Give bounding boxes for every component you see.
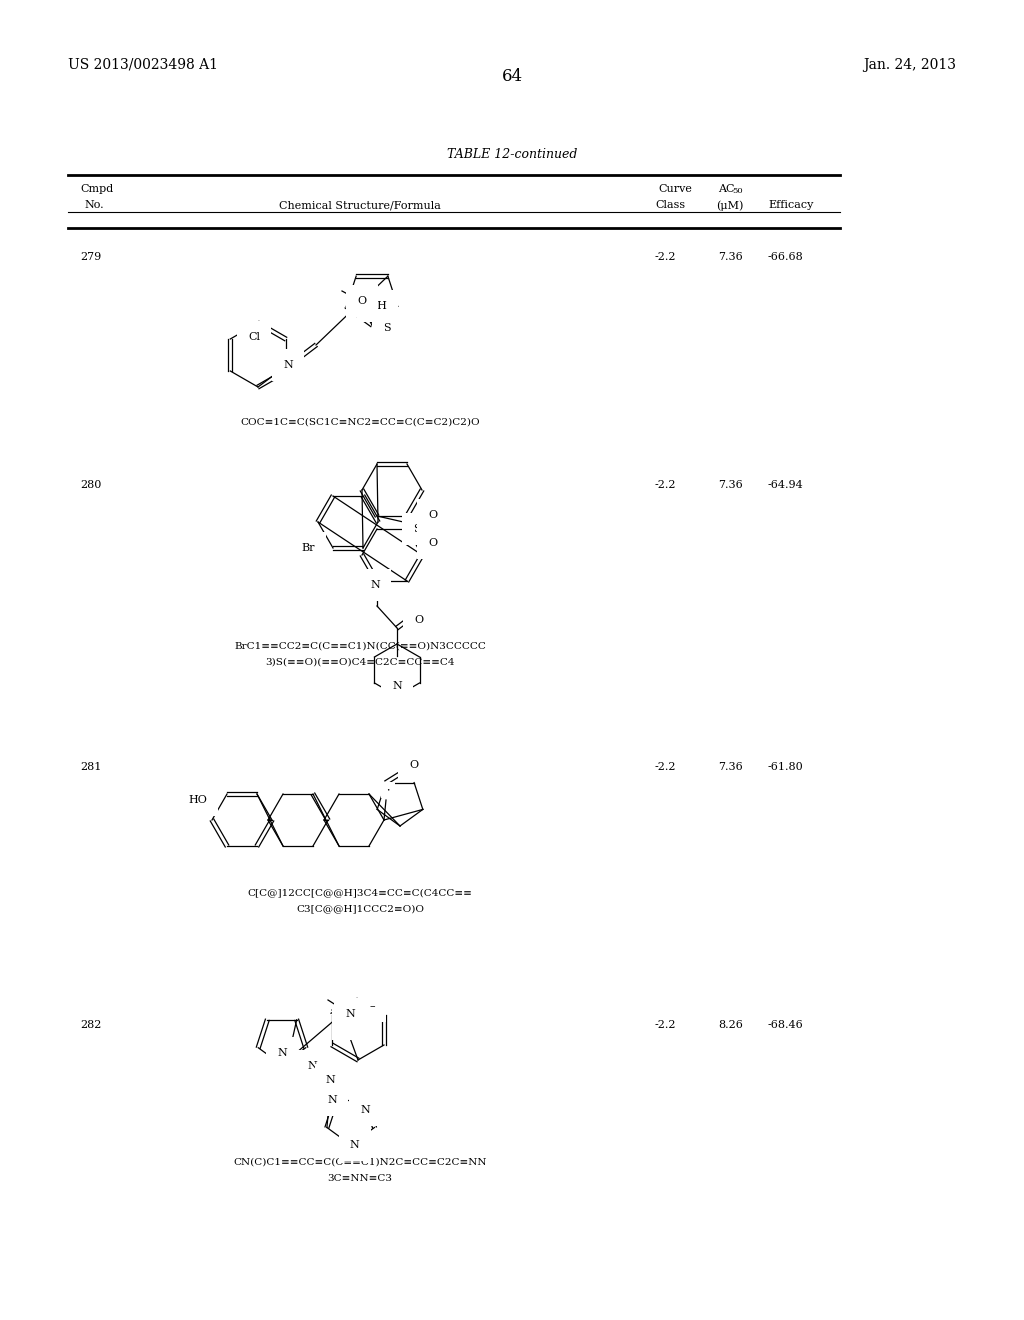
Text: 281: 281 <box>80 762 101 772</box>
Text: AC: AC <box>718 183 734 194</box>
Text: -2.2: -2.2 <box>655 480 677 490</box>
Text: 279: 279 <box>80 252 101 261</box>
Text: Chemical Structure/Formula: Chemical Structure/Formula <box>280 201 441 210</box>
Text: CN(C)C1≡≡CC≡C(C≡≡C1)N2C≡CC≡C2C≡NN: CN(C)C1≡≡CC≡C(C≡≡C1)N2C≡CC≡C2C≡NN <box>233 1158 486 1167</box>
Text: 3C≡NN≡C3: 3C≡NN≡C3 <box>328 1173 392 1183</box>
Text: 64: 64 <box>502 69 522 84</box>
Text: 7.36: 7.36 <box>718 762 742 772</box>
Text: Cmpd: Cmpd <box>80 183 114 194</box>
Text: Br: Br <box>301 543 315 553</box>
Text: O: O <box>428 539 437 548</box>
Text: •: • <box>386 788 390 792</box>
Text: N: N <box>370 579 380 590</box>
Text: S: S <box>383 322 390 333</box>
Text: C[C@]12CC[C@@H]3C4≡CC≡C(C4CC≡≡: C[C@]12CC[C@@H]3C4≡CC≡C(C4CC≡≡ <box>248 888 472 898</box>
Text: -2.2: -2.2 <box>655 762 677 772</box>
Text: N: N <box>326 1074 336 1085</box>
Text: 8.26: 8.26 <box>718 1020 742 1030</box>
Text: -66.68: -66.68 <box>768 252 804 261</box>
Text: OH: OH <box>369 301 387 312</box>
Text: O: O <box>410 759 419 770</box>
Text: -2.2: -2.2 <box>655 1020 677 1030</box>
Text: Jan. 24, 2013: Jan. 24, 2013 <box>863 58 956 73</box>
Text: O: O <box>357 296 367 306</box>
Text: 50: 50 <box>732 187 742 195</box>
Text: Curve: Curve <box>658 183 692 194</box>
Text: N: N <box>278 1048 287 1059</box>
Text: –: – <box>370 1001 375 1011</box>
Text: N: N <box>308 1061 317 1071</box>
Text: N: N <box>392 681 401 690</box>
Text: Cl: Cl <box>248 333 260 342</box>
Text: TABLE 12-continued: TABLE 12-continued <box>446 148 578 161</box>
Text: N: N <box>327 1094 337 1105</box>
Text: 7.36: 7.36 <box>718 480 742 490</box>
Text: C3[C@@H]1CCC2≡O)O: C3[C@@H]1CCC2≡O)O <box>296 904 424 913</box>
Text: No.: No. <box>84 201 103 210</box>
Text: N: N <box>343 1019 353 1030</box>
Text: -61.80: -61.80 <box>768 762 804 772</box>
Text: O: O <box>415 615 424 624</box>
Text: N: N <box>283 360 293 370</box>
Text: Efficacy: Efficacy <box>768 201 813 210</box>
Text: Class: Class <box>655 201 685 210</box>
Text: 280: 280 <box>80 480 101 490</box>
Text: 7.36: 7.36 <box>718 252 742 261</box>
Text: HO: HO <box>188 795 207 805</box>
Text: S: S <box>414 524 421 535</box>
Text: N: N <box>345 1008 355 1019</box>
Text: US 2013/0023498 A1: US 2013/0023498 A1 <box>68 58 218 73</box>
Text: BrC1≡≡CC2≡C(C≡≡C1)N(CC(≡≡O)N3CCCCC: BrC1≡≡CC2≡C(C≡≡C1)N(CC(≡≡O)N3CCCCC <box>234 642 486 651</box>
Text: 282: 282 <box>80 1020 101 1030</box>
Text: -2.2: -2.2 <box>655 252 677 261</box>
Text: -64.94: -64.94 <box>768 480 804 490</box>
Text: 3)S(≡≡O)(≡≡O)C4≡C2C≡CC≡≡C4: 3)S(≡≡O)(≡≡O)C4≡C2C≡CC≡≡C4 <box>265 657 455 667</box>
Text: O: O <box>428 510 437 520</box>
Text: COC≡1C≡C(SC1C≡NC2≡CC≡C(C≡C2)C2)O: COC≡1C≡C(SC1C≡NC2≡CC≡C(C≡C2)C2)O <box>241 418 480 426</box>
Text: N: N <box>360 1105 371 1114</box>
Text: N: N <box>350 1139 359 1150</box>
Text: (μM): (μM) <box>716 201 743 211</box>
Text: -68.46: -68.46 <box>768 1020 804 1030</box>
